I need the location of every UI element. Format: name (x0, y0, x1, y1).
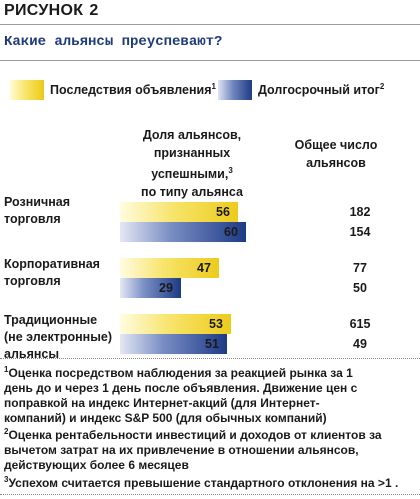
figure-label: РИСУНОК (4, 2, 84, 19)
headline-rule (0, 60, 420, 61)
footnote-divider (0, 358, 420, 359)
legend-item-longterm: Долгосрочный итог2 (218, 80, 384, 100)
bar-value-label: 29 (159, 281, 173, 295)
footnote-1: 1Оценка посредством наблюдения за реакци… (4, 365, 358, 425)
footnote-3: 3Успехом считается превышение стандартно… (4, 475, 399, 490)
category-label: Традиционные (не электронные) альянсы (4, 312, 112, 363)
alliance-total: 615 (349, 317, 371, 331)
bar-longterm (120, 222, 246, 242)
column-header-share: Доля альянсов, признанных успешными,3 по… (141, 128, 243, 200)
top-rule (0, 24, 420, 25)
alliance-total: 50 (353, 281, 367, 295)
category-label-line: Розничная (4, 195, 70, 209)
category-label-line: Корпоративная (4, 257, 100, 271)
bar-longterm (120, 278, 181, 298)
legend-item-announcement: Последствия объявления1 (10, 80, 216, 100)
category-label-line: торговля (4, 274, 61, 288)
bar-announcement (120, 258, 219, 278)
category-label-line: (не электронные) (4, 330, 112, 344)
bar-announcement (120, 314, 231, 334)
footnote-2: 2Оценка рентабельности инвестиций и дохо… (4, 427, 382, 472)
category-label-line: Традиционные (4, 313, 98, 327)
category-label: Корпоративная торговля (4, 256, 100, 290)
alliance-total: 49 (353, 337, 367, 351)
bar-value-label: 53 (209, 317, 223, 331)
category-label-line: альянсы (4, 347, 60, 361)
bottom-rule (0, 494, 420, 495)
bar-value-label: 60 (224, 225, 238, 239)
alliance-total: 154 (349, 225, 371, 239)
figure-title: РИСУНОК 2 (4, 2, 99, 20)
alliance-total: 182 (349, 205, 371, 219)
bar-longterm (120, 334, 227, 354)
alliance-total: 77 (353, 261, 367, 275)
column-header-total: Общее число альянсов (294, 138, 378, 170)
legend-label-longterm: Долгосрочный итог2 (258, 82, 385, 98)
legend-label-announcement: Последствия объявления1 (50, 82, 216, 98)
chart-headline: Какие альянсы преуспевают? (4, 34, 223, 50)
bar-announcement (120, 202, 238, 222)
figure-number: 2 (89, 2, 99, 19)
category-label-line: торговля (4, 212, 61, 226)
bar-value-label: 47 (197, 261, 211, 275)
legend-swatch-blue (218, 80, 252, 100)
bar-value-label: 56 (216, 205, 230, 219)
category-label: Розничная торговля (4, 194, 70, 228)
legend-swatch-yellow (10, 80, 44, 100)
bar-value-label: 51 (205, 337, 219, 351)
